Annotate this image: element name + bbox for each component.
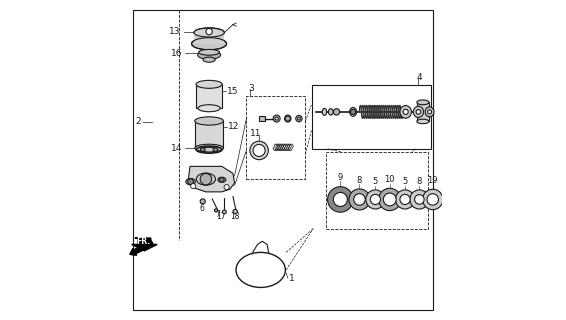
Ellipse shape [296, 116, 302, 122]
Bar [312, 85, 431, 149]
Ellipse shape [350, 108, 357, 116]
Ellipse shape [322, 108, 327, 116]
Ellipse shape [400, 106, 411, 118]
Text: 7: 7 [216, 210, 220, 219]
Ellipse shape [253, 144, 265, 156]
Circle shape [285, 116, 290, 121]
Circle shape [403, 109, 408, 115]
Ellipse shape [191, 38, 226, 50]
Circle shape [233, 209, 238, 214]
Ellipse shape [200, 148, 205, 151]
Circle shape [224, 185, 229, 190]
Text: 8: 8 [417, 177, 422, 187]
Ellipse shape [213, 148, 218, 151]
Circle shape [206, 28, 212, 35]
Ellipse shape [333, 192, 348, 206]
Bar [195, 121, 224, 148]
Text: 15: 15 [227, 87, 238, 96]
Text: 4: 4 [417, 73, 422, 82]
Ellipse shape [285, 115, 291, 122]
Ellipse shape [195, 117, 224, 125]
Ellipse shape [203, 57, 215, 62]
Ellipse shape [417, 100, 429, 105]
Ellipse shape [370, 194, 380, 204]
Ellipse shape [298, 117, 301, 120]
Polygon shape [188, 166, 234, 192]
Ellipse shape [198, 50, 221, 59]
Ellipse shape [400, 194, 410, 204]
Ellipse shape [195, 144, 224, 152]
Ellipse shape [218, 177, 226, 182]
Text: 18: 18 [230, 212, 240, 221]
Bar [246, 96, 305, 179]
Text: 2: 2 [136, 117, 142, 126]
Text: 14: 14 [171, 144, 182, 153]
Ellipse shape [250, 141, 268, 160]
Bar [194, 32, 224, 44]
FancyArrow shape [130, 241, 153, 255]
Ellipse shape [427, 194, 439, 205]
Ellipse shape [414, 195, 424, 204]
Ellipse shape [423, 189, 443, 210]
Circle shape [350, 109, 355, 115]
Ellipse shape [379, 188, 401, 211]
Circle shape [220, 178, 224, 182]
Text: 19: 19 [427, 176, 438, 186]
Ellipse shape [383, 193, 396, 206]
Ellipse shape [199, 50, 220, 55]
Circle shape [333, 109, 340, 115]
Ellipse shape [196, 80, 222, 88]
Bar [326, 152, 428, 228]
Ellipse shape [354, 194, 365, 205]
Bar [196, 84, 222, 108]
Text: 3: 3 [248, 84, 254, 93]
Circle shape [427, 110, 431, 114]
Text: 5: 5 [373, 177, 378, 187]
Text: 13: 13 [169, 28, 181, 36]
Ellipse shape [396, 190, 414, 209]
Circle shape [188, 179, 194, 185]
Circle shape [200, 173, 212, 185]
Ellipse shape [194, 28, 224, 37]
Ellipse shape [366, 190, 385, 209]
Circle shape [191, 184, 196, 189]
Circle shape [215, 209, 218, 212]
Bar [417, 102, 429, 122]
Ellipse shape [273, 115, 280, 122]
Circle shape [416, 109, 421, 114]
Text: 9: 9 [338, 173, 343, 182]
Ellipse shape [417, 119, 429, 124]
Circle shape [222, 210, 226, 214]
Ellipse shape [413, 106, 423, 117]
Text: 17: 17 [216, 212, 226, 221]
Ellipse shape [425, 107, 434, 117]
Ellipse shape [328, 109, 333, 115]
Ellipse shape [194, 28, 224, 37]
Ellipse shape [275, 117, 278, 120]
Ellipse shape [410, 190, 429, 209]
Ellipse shape [200, 147, 218, 152]
Text: 5: 5 [402, 177, 408, 187]
Polygon shape [132, 238, 157, 251]
Text: 10: 10 [384, 175, 395, 184]
Bar [259, 116, 265, 121]
Text: 16: 16 [171, 49, 182, 58]
Text: 8: 8 [357, 176, 362, 185]
Text: FR.: FR. [136, 237, 150, 246]
Ellipse shape [196, 173, 216, 185]
Text: 12: 12 [228, 122, 239, 131]
Text: 11: 11 [250, 129, 261, 138]
Ellipse shape [349, 189, 370, 210]
Ellipse shape [328, 187, 353, 212]
Ellipse shape [198, 105, 220, 112]
Ellipse shape [186, 179, 195, 185]
Text: 1: 1 [289, 274, 295, 283]
Text: 6: 6 [200, 204, 204, 213]
Circle shape [200, 199, 205, 204]
